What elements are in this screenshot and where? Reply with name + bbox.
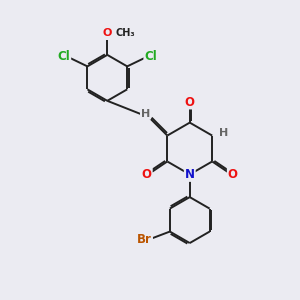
Text: Cl: Cl <box>144 50 157 64</box>
Text: O: O <box>228 168 238 181</box>
Text: O: O <box>142 168 152 181</box>
Text: H: H <box>141 109 150 119</box>
Text: H: H <box>219 128 228 138</box>
Text: O: O <box>103 28 112 38</box>
Text: N: N <box>185 168 195 181</box>
Text: Cl: Cl <box>58 50 70 64</box>
Text: CH₃: CH₃ <box>116 28 135 38</box>
Text: Br: Br <box>137 233 152 246</box>
Text: O: O <box>185 95 195 109</box>
